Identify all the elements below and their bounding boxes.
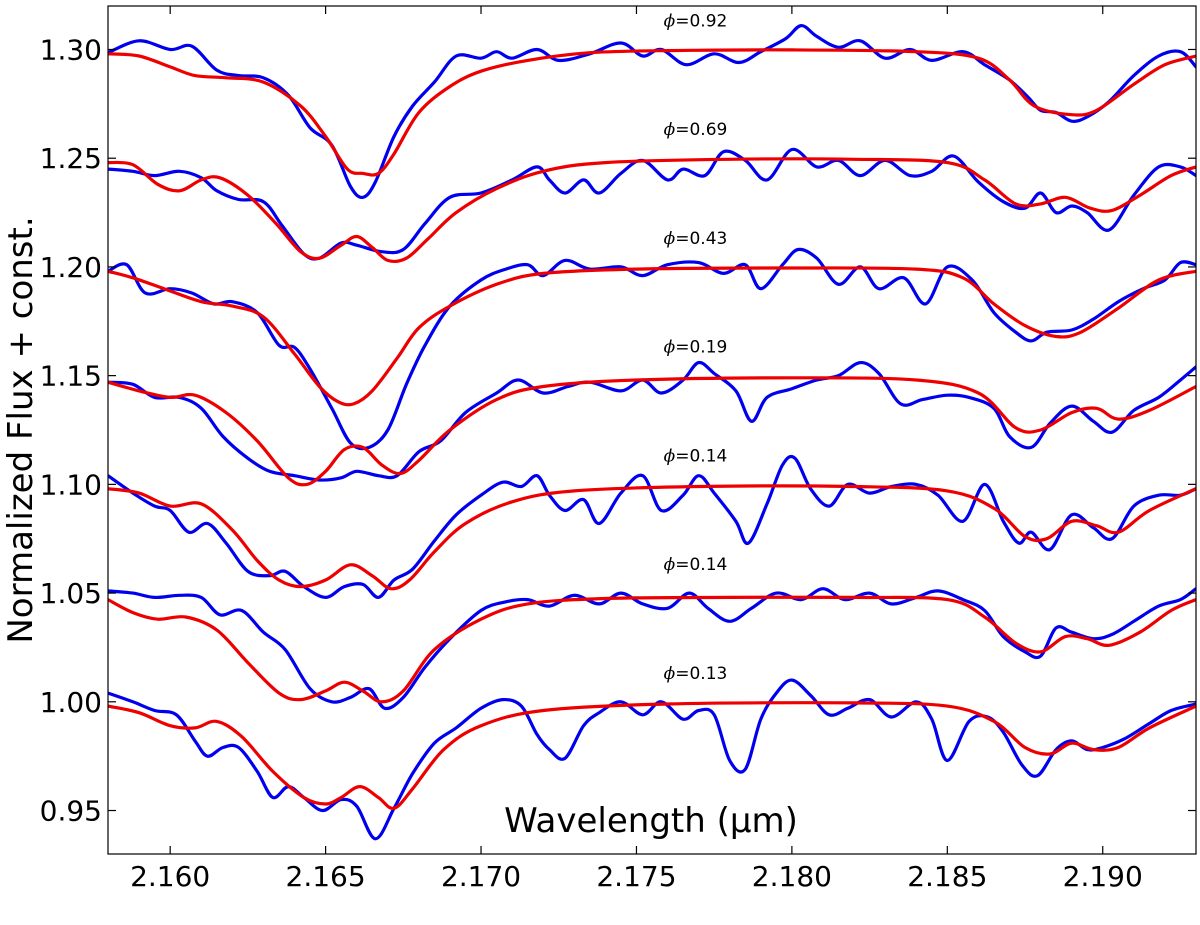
model-spectrum-line bbox=[108, 266, 1196, 407]
phase-label: ϕ=0.13 bbox=[664, 664, 728, 684]
plot-frame bbox=[107, 5, 1197, 855]
phase-label: ϕ=0.43 bbox=[664, 229, 728, 249]
y-tick-label: 0.95 bbox=[40, 795, 102, 828]
phase-label: ϕ=0.14 bbox=[664, 555, 728, 575]
phase-label: ϕ=0.19 bbox=[664, 338, 728, 358]
x-tick-label: 2.185 bbox=[907, 860, 987, 893]
model-spectrum-line bbox=[108, 484, 1196, 591]
y-tick-label: 1.10 bbox=[40, 468, 102, 501]
phase-value: =0.14 bbox=[675, 555, 727, 575]
phase-value: =0.43 bbox=[675, 229, 727, 249]
phase-label: ϕ=0.92 bbox=[664, 12, 728, 32]
observed-spectrum-line bbox=[108, 147, 1196, 261]
phi-symbol: ϕ bbox=[664, 12, 676, 32]
y-tick-label: 1.05 bbox=[40, 577, 102, 610]
y-axis-title: Normalized Flux + const. bbox=[1, 216, 41, 643]
phi-symbol: ϕ bbox=[664, 664, 676, 684]
phase-label: ϕ=0.69 bbox=[664, 120, 728, 140]
phi-symbol: ϕ bbox=[664, 446, 676, 466]
x-tick-label: 2.170 bbox=[441, 860, 521, 893]
phase-value: =0.13 bbox=[675, 664, 727, 684]
x-tick-label: 2.165 bbox=[286, 860, 366, 893]
x-tick-label: 2.190 bbox=[1063, 860, 1143, 893]
phase-label: ϕ=0.14 bbox=[664, 446, 728, 466]
y-tick-label: 1.15 bbox=[40, 360, 102, 393]
tick-layer: 2.160 2.165 2.170 2.175 2.180 2.185 2.190 0.95 1… bbox=[40, 6, 1196, 893]
x-axis-title: Wavelength (μm) bbox=[504, 801, 798, 841]
observed-spectrum-line bbox=[108, 454, 1196, 599]
phase-value: =0.69 bbox=[675, 120, 727, 140]
phase-value: =0.14 bbox=[675, 446, 727, 466]
observed-spectrum-line bbox=[108, 247, 1196, 451]
x-tick-label: 2.175 bbox=[596, 860, 676, 893]
y-tick-label: 1.00 bbox=[40, 686, 102, 719]
model-spectrum-line bbox=[108, 157, 1196, 264]
observed-spectrum-line bbox=[108, 587, 1196, 711]
observed-spectrum-line bbox=[108, 678, 1196, 841]
phase-value: =0.92 bbox=[675, 12, 727, 32]
phase-value: =0.19 bbox=[675, 338, 727, 358]
phi-symbol: ϕ bbox=[664, 120, 676, 140]
model-spectrum-line bbox=[108, 48, 1196, 177]
x-tick-label: 2.160 bbox=[130, 860, 210, 893]
series-layer bbox=[108, 24, 1196, 841]
y-tick-label: 1.20 bbox=[40, 251, 102, 284]
phase-label-layer: ϕ=0.92ϕ=0.69ϕ=0.43ϕ=0.19ϕ=0.14ϕ=0.14ϕ=0.… bbox=[664, 12, 728, 684]
y-tick-label: 1.30 bbox=[40, 33, 102, 66]
model-spectrum-line bbox=[108, 595, 1196, 704]
model-spectrum-line bbox=[108, 701, 1196, 811]
model-spectrum-line bbox=[108, 376, 1196, 487]
phi-symbol: ϕ bbox=[664, 229, 676, 249]
y-tick-label: 1.25 bbox=[40, 142, 102, 175]
phi-symbol: ϕ bbox=[664, 555, 676, 575]
x-tick-label: 2.180 bbox=[752, 860, 832, 893]
phi-symbol: ϕ bbox=[664, 338, 676, 358]
